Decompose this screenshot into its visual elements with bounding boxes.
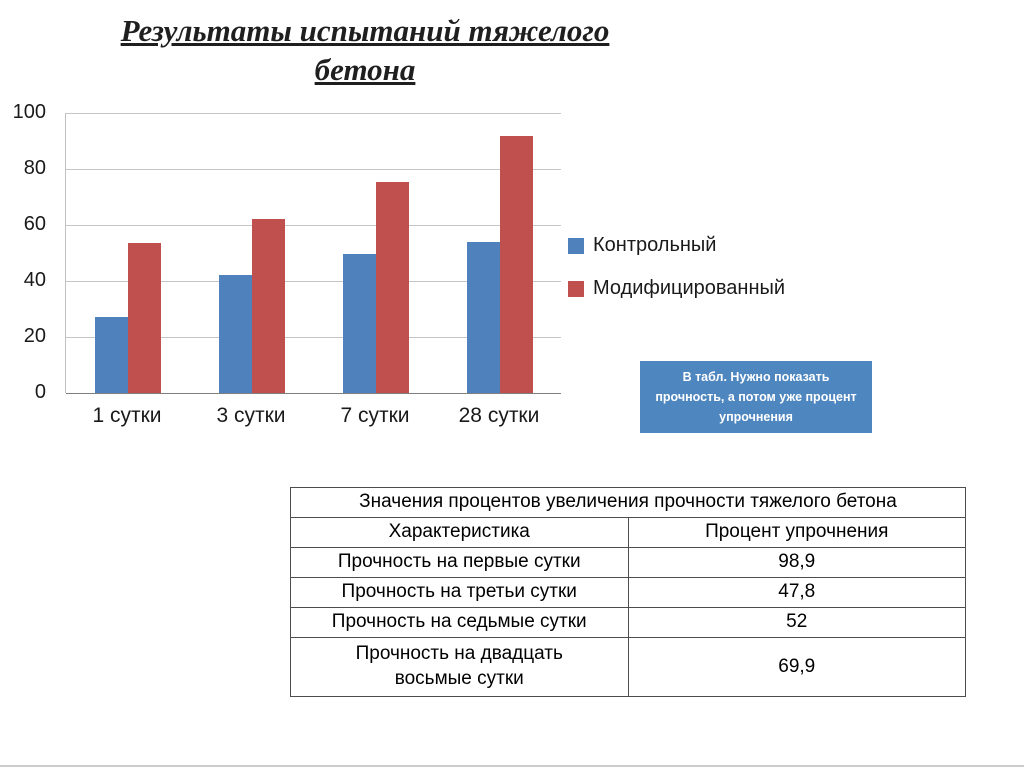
y-tick-label: 40	[23, 269, 46, 291]
cell-characteristic: Прочность на третьи сутки	[290, 577, 629, 608]
legend-swatch	[568, 280, 584, 297]
gridline	[66, 169, 561, 170]
page-title: Результаты испытаний тяжелого бетона	[120, 13, 610, 87]
y-tick-label: 0	[34, 381, 46, 403]
legend-item-modified: Модифицированный	[568, 277, 785, 300]
table-row: Прочность на третьи сутки 47,8	[290, 577, 966, 608]
x-tick-label: 7 сутки	[340, 404, 410, 427]
table-title: Значения процентов увеличения прочности …	[290, 487, 966, 518]
cell-characteristic: Прочность на двадцать восьмые сутки	[290, 637, 629, 697]
table-title-row: Значения процентов увеличения прочности …	[290, 487, 966, 518]
results-table: Значения процентов увеличения прочности …	[290, 487, 966, 697]
bar-modified-3	[376, 182, 409, 393]
table-row: Прочность на первые сутки 98,9	[290, 547, 966, 578]
y-tick-label: 20	[23, 325, 46, 347]
column-header-characteristic: Характеристика	[290, 517, 629, 548]
legend-label-control: Контрольный	[593, 234, 717, 256]
table-row: Прочность на седьмые сутки 52	[290, 607, 966, 638]
legend-label-modified: Модифицированный	[593, 277, 786, 299]
y-tick-label: 100	[12, 101, 46, 123]
x-axis-labels: 1 сутки 3 сутки 7 сутки 28 сутки	[65, 404, 560, 432]
bar-modified-2	[252, 219, 285, 393]
gridline	[66, 225, 561, 226]
x-tick-label: 28 сутки	[458, 404, 540, 427]
gridline	[66, 281, 561, 282]
callout: В табл. Нужно показать прочность, а пото…	[640, 361, 872, 433]
cell-characteristic: Прочность на седьмые сутки	[290, 607, 629, 638]
cell-value: 98,9	[627, 547, 966, 578]
bar-control-3	[343, 254, 376, 393]
table-header-row: Характеристика Процент упрочнения	[290, 517, 966, 548]
x-tick-label: 1 сутки	[92, 404, 162, 427]
cell-value: 52	[627, 607, 966, 638]
bar-modified-1	[128, 242, 161, 393]
gridline	[66, 337, 561, 338]
y-axis-labels: 0 20 40 60 80 100	[0, 101, 52, 403]
gridline	[66, 393, 561, 394]
bar-modified-4	[500, 136, 533, 393]
legend-swatch	[568, 237, 584, 254]
gridline	[66, 113, 561, 114]
bar-control-2	[219, 275, 252, 393]
y-tick-label: 60	[23, 213, 46, 235]
plot-area	[65, 113, 561, 394]
legend-item-control: Контрольный	[568, 234, 785, 257]
bar-control-4	[467, 241, 500, 393]
y-tick-label: 80	[23, 157, 46, 179]
cell-value: 47,8	[627, 577, 966, 608]
chart-legend: Контрольный Модифицированный	[568, 234, 785, 300]
cell-characteristic-text: Прочность на двадцать восьмые сутки	[355, 643, 563, 689]
x-tick-label: 3 сутки	[216, 404, 286, 427]
column-header-percent: Процент упрочнения	[627, 517, 966, 548]
cell-value: 69,9	[627, 637, 966, 697]
callout-text: В табл. Нужно показать прочность, а пото…	[655, 370, 857, 424]
table-row: Прочность на двадцать восьмые сутки 69,9	[290, 637, 966, 697]
cell-characteristic: Прочность на первые сутки	[290, 547, 629, 578]
bar-control-1	[95, 317, 128, 393]
